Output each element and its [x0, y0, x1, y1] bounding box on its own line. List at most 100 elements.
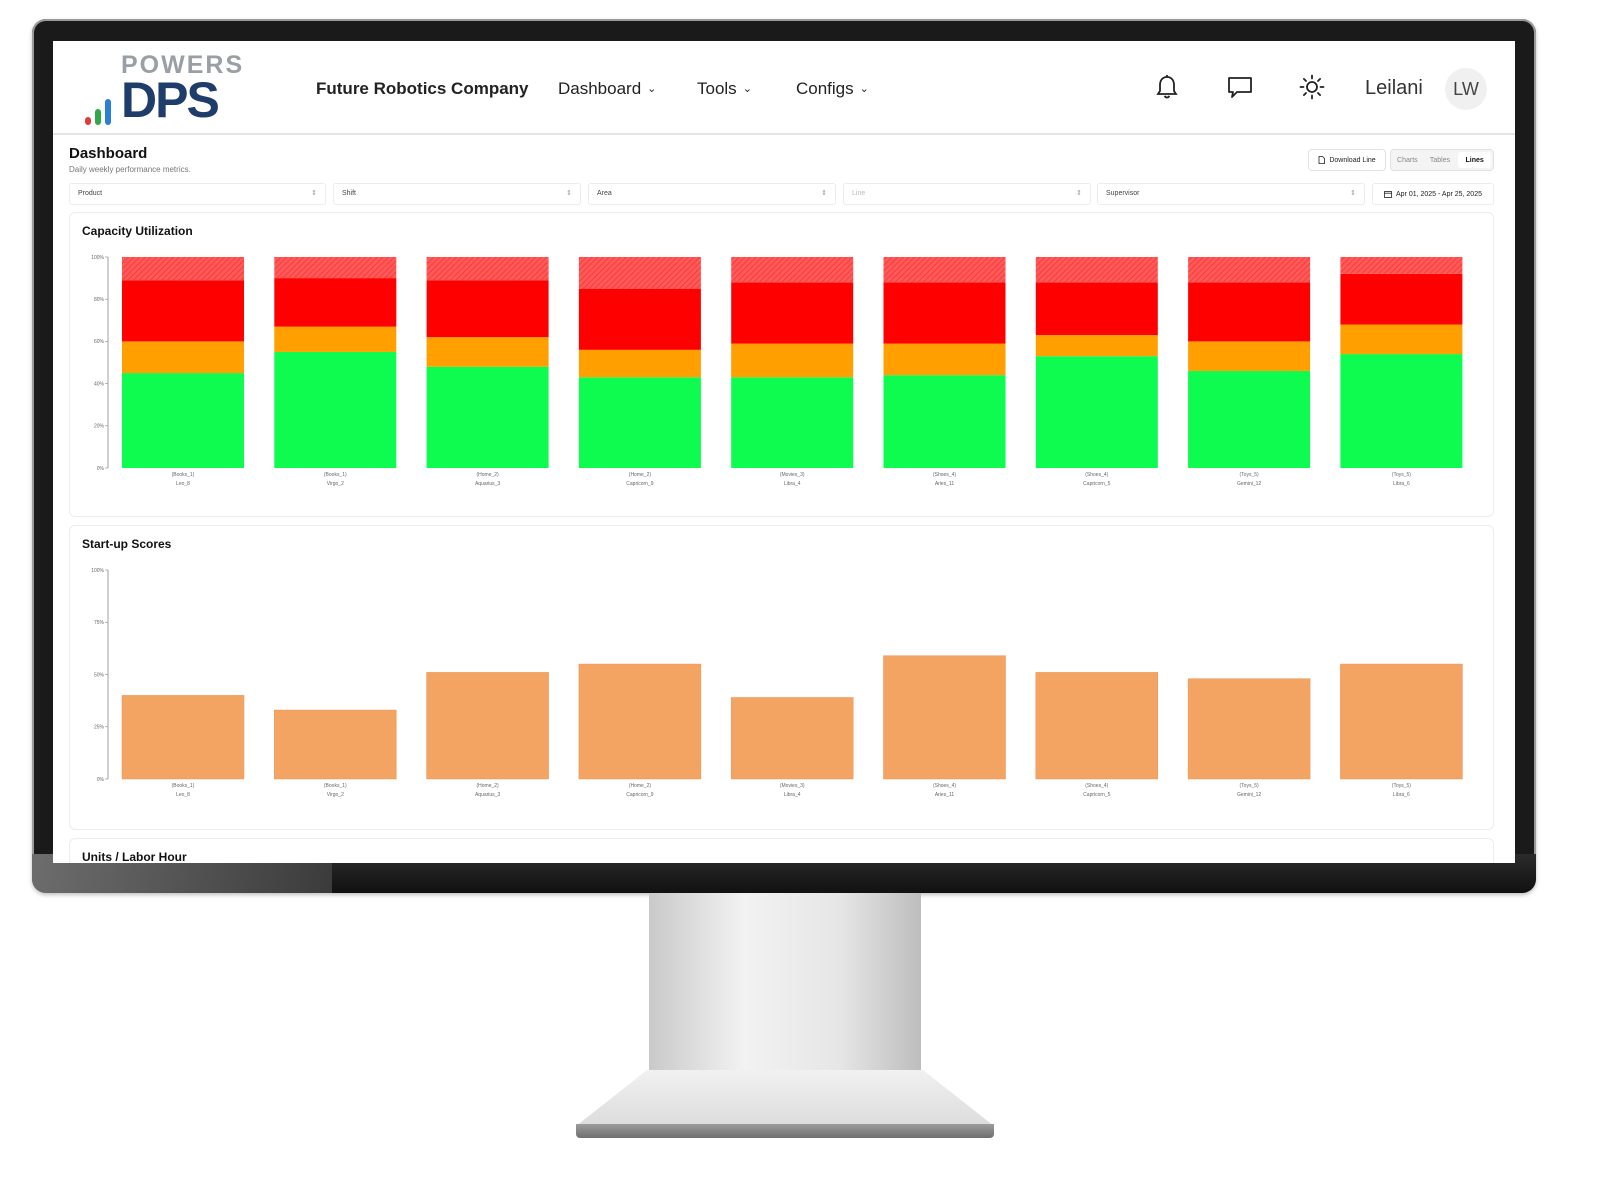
- supervisor-select[interactable]: Supervisor ⇕: [1097, 183, 1365, 205]
- bar-segment-light-red: [1340, 257, 1463, 274]
- chat-icon: [1228, 77, 1252, 98]
- bar-segment-orange: [426, 337, 549, 367]
- x-tick-label: (Home_2): [476, 783, 499, 789]
- startup-bar: [1187, 678, 1311, 780]
- y-tick-label: 75%: [94, 620, 105, 626]
- monitor-stand-neck: [649, 893, 921, 1073]
- startup-bar: [426, 672, 549, 780]
- bar-segment-orange: [122, 341, 244, 374]
- bar-segment-green: [122, 373, 244, 468]
- notifications-button[interactable]: [1151, 71, 1183, 103]
- bar-segment-red: [578, 288, 701, 350]
- shift-select-label: Shift: [342, 190, 357, 197]
- area-select-label: Area: [597, 190, 612, 197]
- bar-segment-orange: [1035, 335, 1158, 357]
- x-tick-label: (Movies_3): [780, 472, 805, 478]
- x-tick-label: (Books_1): [324, 783, 347, 789]
- bar-segment-red: [731, 282, 854, 344]
- bar-segment-orange: [1188, 341, 1311, 371]
- supervisor-select-label: Supervisor: [1106, 190, 1140, 197]
- startup-bar: [578, 663, 702, 780]
- date-range-label: Apr 01, 2025 - Apr 25, 2025: [1395, 190, 1482, 198]
- monitor-stand-foot: [576, 1124, 994, 1138]
- bar-segment-red: [883, 282, 1006, 344]
- x-tick-label: (Shoes_4): [1085, 472, 1108, 478]
- startup-bar: [883, 655, 1006, 780]
- product-select[interactable]: Product ⇕: [69, 183, 326, 205]
- bar-segment-red: [274, 278, 397, 327]
- sort-arrows-icon: ⇕: [566, 190, 572, 197]
- avatar[interactable]: LW: [1445, 68, 1487, 110]
- bar-segment-red: [1340, 273, 1463, 325]
- bar-segment-red: [122, 280, 244, 342]
- download-line-button[interactable]: Download Line: [1308, 149, 1386, 171]
- bar-segment-green: [1188, 370, 1311, 468]
- x-tick-label: Capricorn_5: [1083, 792, 1110, 798]
- nav-configs[interactable]: Configs ⌄: [796, 79, 869, 99]
- shift-select[interactable]: Shift ⇕: [333, 183, 581, 205]
- units-per-labor-hour-title: Units / Labor Hour: [82, 850, 187, 863]
- y-tick-label: 100%: [91, 568, 104, 574]
- x-tick-label: (Shoes_4): [1085, 783, 1108, 789]
- startup-bar: [121, 695, 245, 780]
- startup-scores-chart: 0% 25% 50% 75% 100% (Books_1) Leo_8 (Books_1) Vi…: [91, 568, 1463, 798]
- x-tick-label: Capricorn_9: [626, 792, 653, 798]
- chevron-down-icon: ⌄: [647, 83, 657, 95]
- x-tick-label: Virgo_2: [327, 481, 344, 487]
- download-line-label: Download Line: [1329, 156, 1376, 164]
- x-tick-label: Leo_8: [176, 792, 190, 798]
- tab-tables[interactable]: Tables: [1429, 156, 1451, 164]
- y-tick-label: 40%: [94, 381, 105, 387]
- nav-tools[interactable]: Tools ⌄: [697, 79, 752, 99]
- logo[interactable]: POWERS DPS: [83, 51, 253, 125]
- nav-dashboard[interactable]: Dashboard ⌄: [558, 79, 656, 99]
- x-tick-label: Aquarius_3: [475, 792, 501, 798]
- sort-arrows-icon: ⇕: [311, 190, 317, 197]
- x-tick-label: (Toys_5): [1392, 472, 1412, 478]
- company-name: Future Robotics Company: [316, 79, 529, 98]
- startup-bar: [730, 697, 854, 780]
- capacity-utilization-chart: 0% 20% 40% 60% 80% 100% (Books_1) Leo_8 (Books_1…: [91, 255, 1463, 487]
- x-tick-label: Aries_11: [935, 792, 955, 798]
- x-tick-label: Aquarius_3: [475, 481, 501, 487]
- x-tick-label: Gemini_12: [1237, 792, 1261, 798]
- x-tick-label: Libra_6: [1393, 481, 1410, 487]
- capacity-utilization-title: Capacity Utilization: [82, 224, 193, 238]
- sort-arrows-icon: ⇕: [1350, 190, 1356, 197]
- x-tick-label: (Home_2): [476, 472, 499, 478]
- chevron-down-icon: ⌄: [742, 83, 752, 95]
- x-tick-label: Aries_11: [935, 481, 955, 487]
- theme-toggle-button[interactable]: [1296, 71, 1328, 103]
- sort-arrows-icon: ⇕: [821, 190, 827, 197]
- messages-button[interactable]: [1224, 71, 1256, 103]
- capacity-utilization-card: Capacity Utilization 0% 20% 40% 60% 80% 100% (…: [69, 212, 1494, 517]
- y-tick-label: 0%: [97, 466, 105, 472]
- logo-bars-icon: [85, 99, 111, 125]
- user-name[interactable]: Leilani: [1365, 77, 1423, 99]
- monitor-stand-base: [576, 1070, 994, 1126]
- logo-main-text: DPS: [121, 72, 220, 128]
- bar-segment-light-red: [274, 257, 397, 279]
- bar-segment-orange: [731, 343, 854, 378]
- bar-segment-red: [426, 280, 549, 338]
- bar-segment-red: [1035, 282, 1158, 336]
- x-tick-label: Libra_4: [784, 792, 801, 798]
- line-select[interactable]: Line ⇕: [843, 183, 1091, 205]
- bar-segment-red: [1188, 282, 1311, 342]
- x-tick-label: (Shoes_4): [933, 472, 956, 478]
- nav-dashboard-label: Dashboard: [558, 79, 642, 98]
- y-tick-label: 25%: [94, 725, 105, 731]
- tab-lines[interactable]: Lines: [1458, 152, 1492, 168]
- product-select-label: Product: [78, 190, 103, 197]
- bar-segment-orange: [883, 343, 1006, 376]
- bar-segment-light-red: [883, 257, 1006, 283]
- bar-segment-light-red: [1188, 257, 1311, 283]
- date-range-picker[interactable]: Apr 01, 2025 - Apr 25, 2025: [1372, 183, 1494, 205]
- area-select[interactable]: Area ⇕: [588, 183, 836, 205]
- x-tick-label: (Books_1): [172, 472, 195, 478]
- file-icon: [1318, 156, 1326, 164]
- line-select-label: Line: [852, 190, 866, 197]
- x-tick-label: Gemini_12: [1237, 481, 1261, 487]
- x-tick-label: Virgo_2: [327, 792, 344, 798]
- tab-charts[interactable]: Charts: [1397, 156, 1418, 164]
